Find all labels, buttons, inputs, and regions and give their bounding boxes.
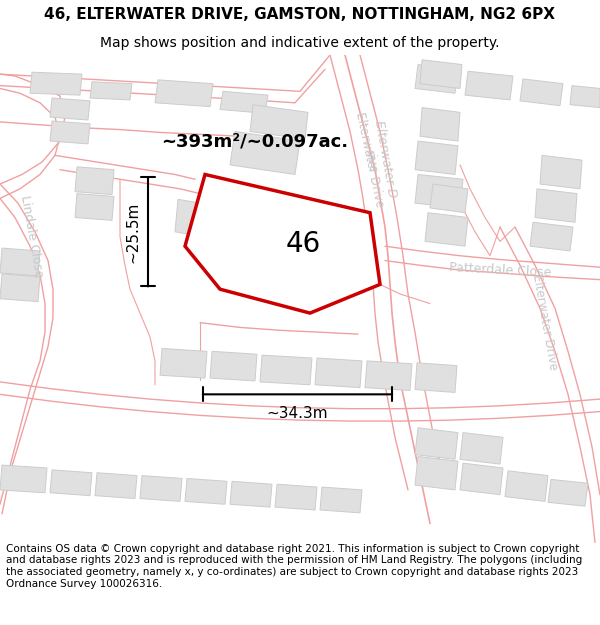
Text: Elterwater Drive: Elterwater Drive <box>530 274 560 372</box>
Polygon shape <box>185 174 380 313</box>
Polygon shape <box>250 105 308 139</box>
Polygon shape <box>430 184 468 213</box>
Polygon shape <box>415 174 463 208</box>
Polygon shape <box>415 428 458 459</box>
Polygon shape <box>570 86 600 107</box>
Polygon shape <box>320 487 362 513</box>
Polygon shape <box>0 248 40 276</box>
Polygon shape <box>365 361 412 391</box>
Polygon shape <box>415 64 458 93</box>
Polygon shape <box>420 107 460 141</box>
Polygon shape <box>50 121 90 144</box>
Polygon shape <box>460 432 503 464</box>
Text: ~393m²/~0.097ac.: ~393m²/~0.097ac. <box>161 132 349 150</box>
Polygon shape <box>415 456 458 490</box>
Polygon shape <box>185 479 227 504</box>
Polygon shape <box>535 189 577 222</box>
Polygon shape <box>75 167 114 194</box>
Text: Contains OS data © Crown copyright and database right 2021. This information is : Contains OS data © Crown copyright and d… <box>6 544 582 589</box>
Polygon shape <box>420 60 462 89</box>
Polygon shape <box>415 141 458 174</box>
Polygon shape <box>275 484 317 510</box>
Polygon shape <box>30 72 82 95</box>
Polygon shape <box>460 463 503 495</box>
Polygon shape <box>160 349 207 378</box>
Polygon shape <box>530 222 573 251</box>
Polygon shape <box>505 471 548 501</box>
Polygon shape <box>275 244 323 286</box>
Polygon shape <box>175 199 218 239</box>
Polygon shape <box>220 91 268 113</box>
Text: 46, ELTERWATER DRIVE, GAMSTON, NOTTINGHAM, NG2 6PX: 46, ELTERWATER DRIVE, GAMSTON, NOTTINGHA… <box>44 8 556 22</box>
Polygon shape <box>50 470 92 496</box>
Polygon shape <box>0 465 47 492</box>
Polygon shape <box>210 351 257 381</box>
Polygon shape <box>230 131 300 174</box>
Polygon shape <box>520 79 563 106</box>
Text: Lindale Close: Lindale Close <box>19 194 46 279</box>
Polygon shape <box>540 156 582 189</box>
Polygon shape <box>230 481 272 507</box>
Text: Patterdale Close: Patterdale Close <box>449 261 551 279</box>
Text: Map shows position and indicative extent of the property.: Map shows position and indicative extent… <box>100 36 500 50</box>
Text: Elterwater Drive: Elterwater Drive <box>353 111 386 209</box>
Polygon shape <box>50 98 90 120</box>
Polygon shape <box>425 213 468 246</box>
Polygon shape <box>315 358 362 387</box>
Polygon shape <box>0 274 40 302</box>
Polygon shape <box>90 82 132 100</box>
Polygon shape <box>280 201 343 243</box>
Polygon shape <box>548 479 588 506</box>
Text: 46: 46 <box>286 230 321 258</box>
Polygon shape <box>95 472 137 499</box>
Polygon shape <box>415 362 457 392</box>
Polygon shape <box>225 235 273 277</box>
Text: ~25.5m: ~25.5m <box>125 201 140 262</box>
Polygon shape <box>155 80 213 107</box>
Text: Elterwater D
rive: Elterwater D rive <box>358 119 398 201</box>
Text: ~34.3m: ~34.3m <box>266 406 328 421</box>
Polygon shape <box>465 71 513 100</box>
Polygon shape <box>75 194 114 221</box>
Polygon shape <box>260 355 312 385</box>
Polygon shape <box>140 476 182 501</box>
